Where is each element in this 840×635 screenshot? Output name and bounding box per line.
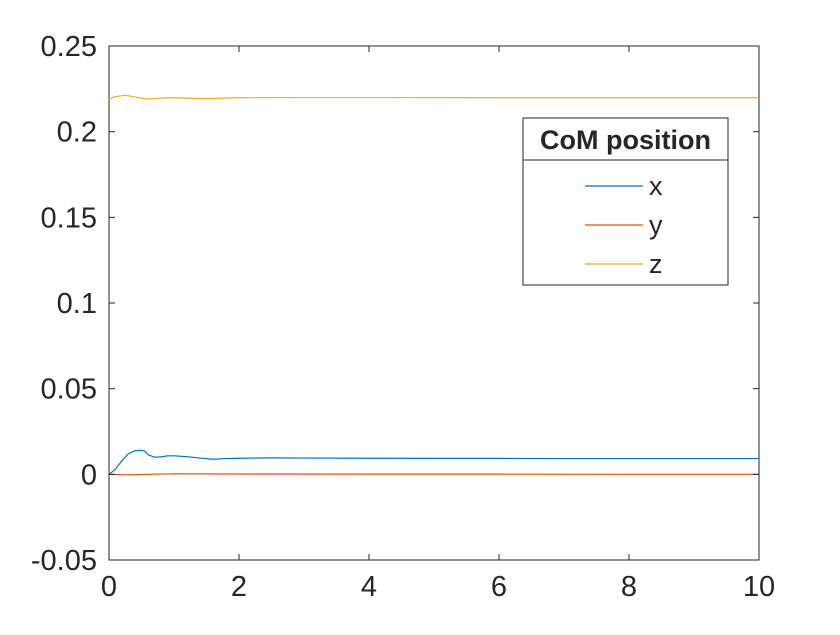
y-tick-label: 0.1 xyxy=(57,288,97,320)
y-tick-label: 0.25 xyxy=(41,31,97,63)
y-tick-label: 0.2 xyxy=(57,117,97,149)
legend-title: CoM position xyxy=(540,125,711,155)
y-tick-label: -0.05 xyxy=(31,545,97,577)
legend-label-y: y xyxy=(649,210,663,240)
y-tick-label: 0 xyxy=(81,459,97,491)
y-tick-label: 0.05 xyxy=(41,374,97,406)
x-tick-label: 8 xyxy=(621,571,637,603)
series-line-x xyxy=(108,449,759,475)
legend: CoM position xyz xyxy=(522,117,729,286)
legend-label-z: z xyxy=(649,249,663,279)
x-tick-label: 0 xyxy=(101,571,117,603)
series-line-y xyxy=(108,473,759,476)
x-tick-label: 4 xyxy=(361,571,377,603)
series-line-z xyxy=(108,94,759,100)
legend-box xyxy=(522,117,729,286)
legend-label-x: x xyxy=(649,171,663,201)
y-tick-label: 0.15 xyxy=(41,202,97,234)
x-tick-label: 10 xyxy=(743,571,775,603)
x-tick-label: 2 xyxy=(231,571,247,603)
x-tick-label: 6 xyxy=(491,571,507,603)
